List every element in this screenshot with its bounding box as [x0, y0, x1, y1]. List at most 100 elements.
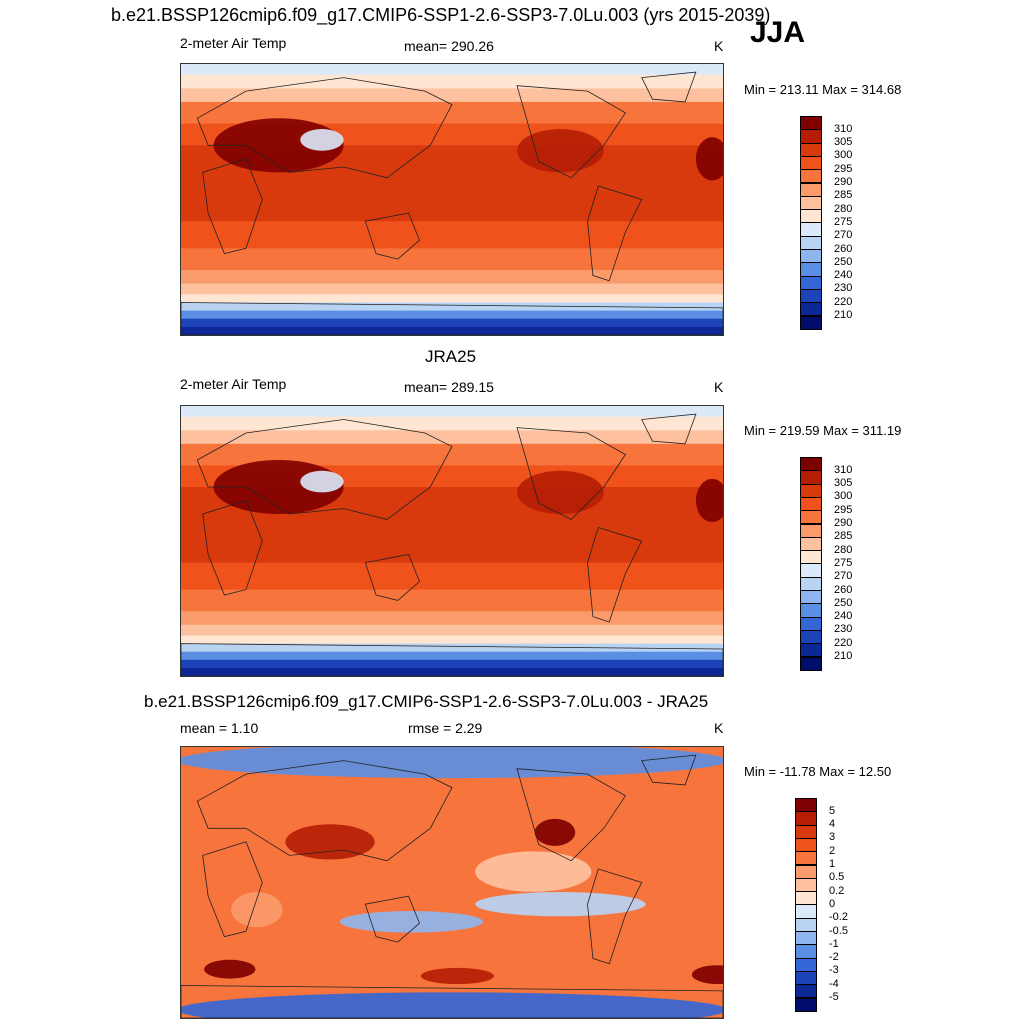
- colorbar-box: [800, 155, 822, 171]
- colorbar-label: 250: [834, 596, 853, 609]
- colorbar-label: 285: [834, 189, 853, 202]
- difference-patch: [691, 965, 723, 985]
- temperature-band: [181, 248, 723, 271]
- panel-1-variable-label: 2-meter Air Temp: [180, 35, 287, 51]
- colorbar-label: 210: [834, 650, 853, 662]
- colorbar-box: [800, 576, 822, 591]
- colorbar-box: [800, 629, 822, 645]
- colorbar-box: [795, 824, 817, 839]
- colorbar-label: -0.5: [829, 924, 848, 937]
- colorbar-box: [800, 536, 822, 552]
- continent-outline: [641, 754, 697, 786]
- panel-3-minmax: Min = -11.78 Max = 12.50: [744, 764, 892, 779]
- colorbar-box: [795, 811, 817, 826]
- continent-outline: [587, 526, 643, 623]
- panel-2-map-svg: [181, 406, 723, 676]
- colorbar-label: 270: [834, 570, 853, 583]
- temperature-patch: [695, 478, 723, 523]
- colorbar-label: 240: [834, 269, 853, 282]
- colorbar-box: [800, 496, 822, 512]
- colorbar-box: [800, 470, 822, 485]
- temperature-patch: [300, 470, 344, 493]
- colorbar-box: [795, 851, 817, 866]
- colorbar-box: [800, 129, 822, 144]
- temperature-band: [181, 283, 723, 295]
- continent-outline: [181, 643, 723, 676]
- colorbar-box: [800, 656, 822, 671]
- colorbar-label: 230: [834, 282, 853, 295]
- colorbar-label: 260: [834, 583, 853, 596]
- colorbar-box: [800, 315, 822, 330]
- temperature-band: [181, 101, 723, 125]
- colorbar-box: [795, 864, 817, 879]
- colorbar-box: [800, 116, 822, 131]
- colorbar-box: [795, 997, 817, 1012]
- temperature-band: [181, 310, 723, 320]
- colorbar-box: [800, 523, 822, 538]
- colorbar-label: -3: [829, 964, 839, 977]
- colorbar-box: [795, 837, 817, 853]
- continent-outline: [587, 185, 643, 282]
- temperature-band: [181, 406, 723, 418]
- temperature-band: [181, 659, 723, 669]
- continent-outline: [202, 158, 263, 255]
- colorbar-label: 230: [834, 623, 853, 636]
- continent-outline: [516, 427, 626, 520]
- colorbar-box: [795, 984, 817, 999]
- colorbar-label: 0.5: [829, 871, 845, 884]
- colorbar-box: [800, 262, 822, 277]
- colorbar-box: [800, 195, 822, 211]
- panel-3-rmse-label: rmse = 2.29: [408, 720, 483, 736]
- colorbar-box: [795, 970, 817, 986]
- colorbar-box: [800, 590, 822, 605]
- continent-outline: [181, 302, 723, 335]
- continent-outline: [364, 895, 420, 943]
- continent-outline: [202, 841, 263, 938]
- continent-outline: [641, 413, 697, 445]
- panel-3-map-svg: [181, 747, 723, 1018]
- colorbar-box: [800, 182, 822, 197]
- colorbar-box: [795, 877, 817, 893]
- difference-patch: [420, 967, 494, 985]
- colorbar-label: 275: [834, 215, 853, 228]
- colorbar-label: 295: [834, 503, 853, 516]
- colorbar-box: [800, 235, 822, 250]
- colorbar-box: [800, 222, 822, 237]
- difference-patch: [475, 892, 646, 917]
- colorbar-label: 0.2: [829, 884, 845, 897]
- colorbar-label: 5: [829, 804, 836, 817]
- temperature-band: [181, 302, 723, 312]
- colorbar-label: 295: [834, 162, 853, 175]
- colorbar-box: [800, 563, 822, 578]
- colorbar-box: [800, 643, 822, 658]
- temperature-band: [181, 221, 723, 249]
- temperature-band: [181, 611, 723, 626]
- season-label: JJA: [750, 16, 806, 49]
- panel-2-continent-outlines: [181, 413, 723, 676]
- temperature-band: [181, 270, 723, 285]
- panel-1-mean-label: mean= 290.26: [404, 38, 494, 54]
- colorbar-box: [800, 603, 822, 618]
- continent-outline: [587, 868, 643, 965]
- temperature-patch: [300, 129, 344, 151]
- difference-patch: [339, 911, 484, 933]
- panel-3-map: [180, 746, 724, 1019]
- continent-outline: [364, 554, 420, 601]
- colorbar-box: [795, 891, 817, 906]
- temperature-band: [181, 64, 723, 76]
- panel-2-map: [180, 405, 724, 677]
- temperature-band: [181, 430, 723, 445]
- continent-outline: [202, 500, 263, 596]
- temperature-band: [181, 635, 723, 645]
- panel-2-units: K: [714, 379, 724, 395]
- continent-outline: [181, 985, 723, 1018]
- temperature-band: [181, 294, 723, 303]
- colorbar-label: 260: [834, 242, 853, 255]
- difference-patch: [534, 818, 576, 846]
- continent-outline: [516, 768, 626, 862]
- temperature-band: [181, 88, 723, 103]
- panel-1-map: [180, 63, 724, 336]
- panel-1-colorbar: 310 305 300 295 290 285 280 275 270 260 250 240 230 2…: [800, 116, 880, 330]
- panel-2-colorbar: 310 305 300 295 290 285 280 275 270 260 250 240 230 2…: [800, 457, 880, 671]
- panel-2-variable-label: 2-meter Air Temp: [180, 376, 287, 392]
